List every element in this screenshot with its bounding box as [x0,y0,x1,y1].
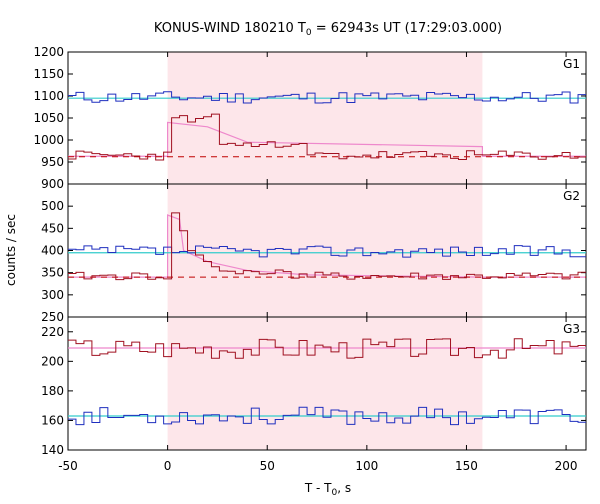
panels-group: G190095010001050110011501200G22503003504… [33,45,587,473]
panel-g2: G2 250 300 350 400 450 500 [41,183,587,324]
x-tick-label: 200 [555,459,578,473]
series-red [68,212,586,281]
y-tick-label: 140 [41,443,64,457]
series-red [68,113,586,161]
y-tick-label: 160 [41,413,64,427]
y-tick-label: 1000 [33,133,64,147]
y-tick-label: 950 [41,155,64,169]
x-axis-label-subscript: 0 [332,488,338,498]
y-tick-label: 1100 [33,89,64,103]
y-tick-label: 1150 [33,67,64,81]
chart-title: KONUS-WIND 180210 T0 = 62943s UT (17:29:… [154,21,502,38]
x-axis-label: T - T0, s [304,481,351,498]
y-tick-label: 200 [41,354,64,368]
series-blue [68,91,586,104]
panel-frame [67,316,587,451]
series-blue [68,245,586,258]
x-tick-label: 150 [455,459,478,473]
x-tick-label: 0 [164,459,172,473]
y-tick-label: 350 [41,266,64,280]
panel-label: G3 [563,322,580,336]
panel-label: G2 [563,189,580,203]
y-axis-label: counts / sec [4,214,18,286]
x-tick-label: 50 [260,459,275,473]
panel-g1: G1 900 950 1000 1050 1100 1150 1200 [33,45,587,191]
panel-g3: G3 140 160 180 200 220 [41,316,587,457]
y-tick-label: 900 [41,177,64,191]
chart-title-subscript: 0 [306,28,312,38]
x-tick-label: -50 [58,459,78,473]
highlight-interval [167,184,483,317]
series-red [68,338,586,359]
y-tick-label: 500 [41,199,64,213]
y-tick-label: 1200 [33,45,64,59]
y-tick-label: 220 [41,325,64,339]
y-tick-label: 300 [41,288,64,302]
series-blue [68,406,586,426]
panel-label: G1 [563,57,580,71]
y-tick-label: 1050 [33,111,64,125]
y-tick-label: 400 [41,244,64,258]
y-tick-label: 450 [41,221,64,235]
y-tick-label: 180 [41,384,64,398]
highlight-interval [167,52,483,184]
y-tick-label: 250 [41,310,64,324]
x-tick-label: 100 [355,459,378,473]
highlight-interval [167,317,483,450]
